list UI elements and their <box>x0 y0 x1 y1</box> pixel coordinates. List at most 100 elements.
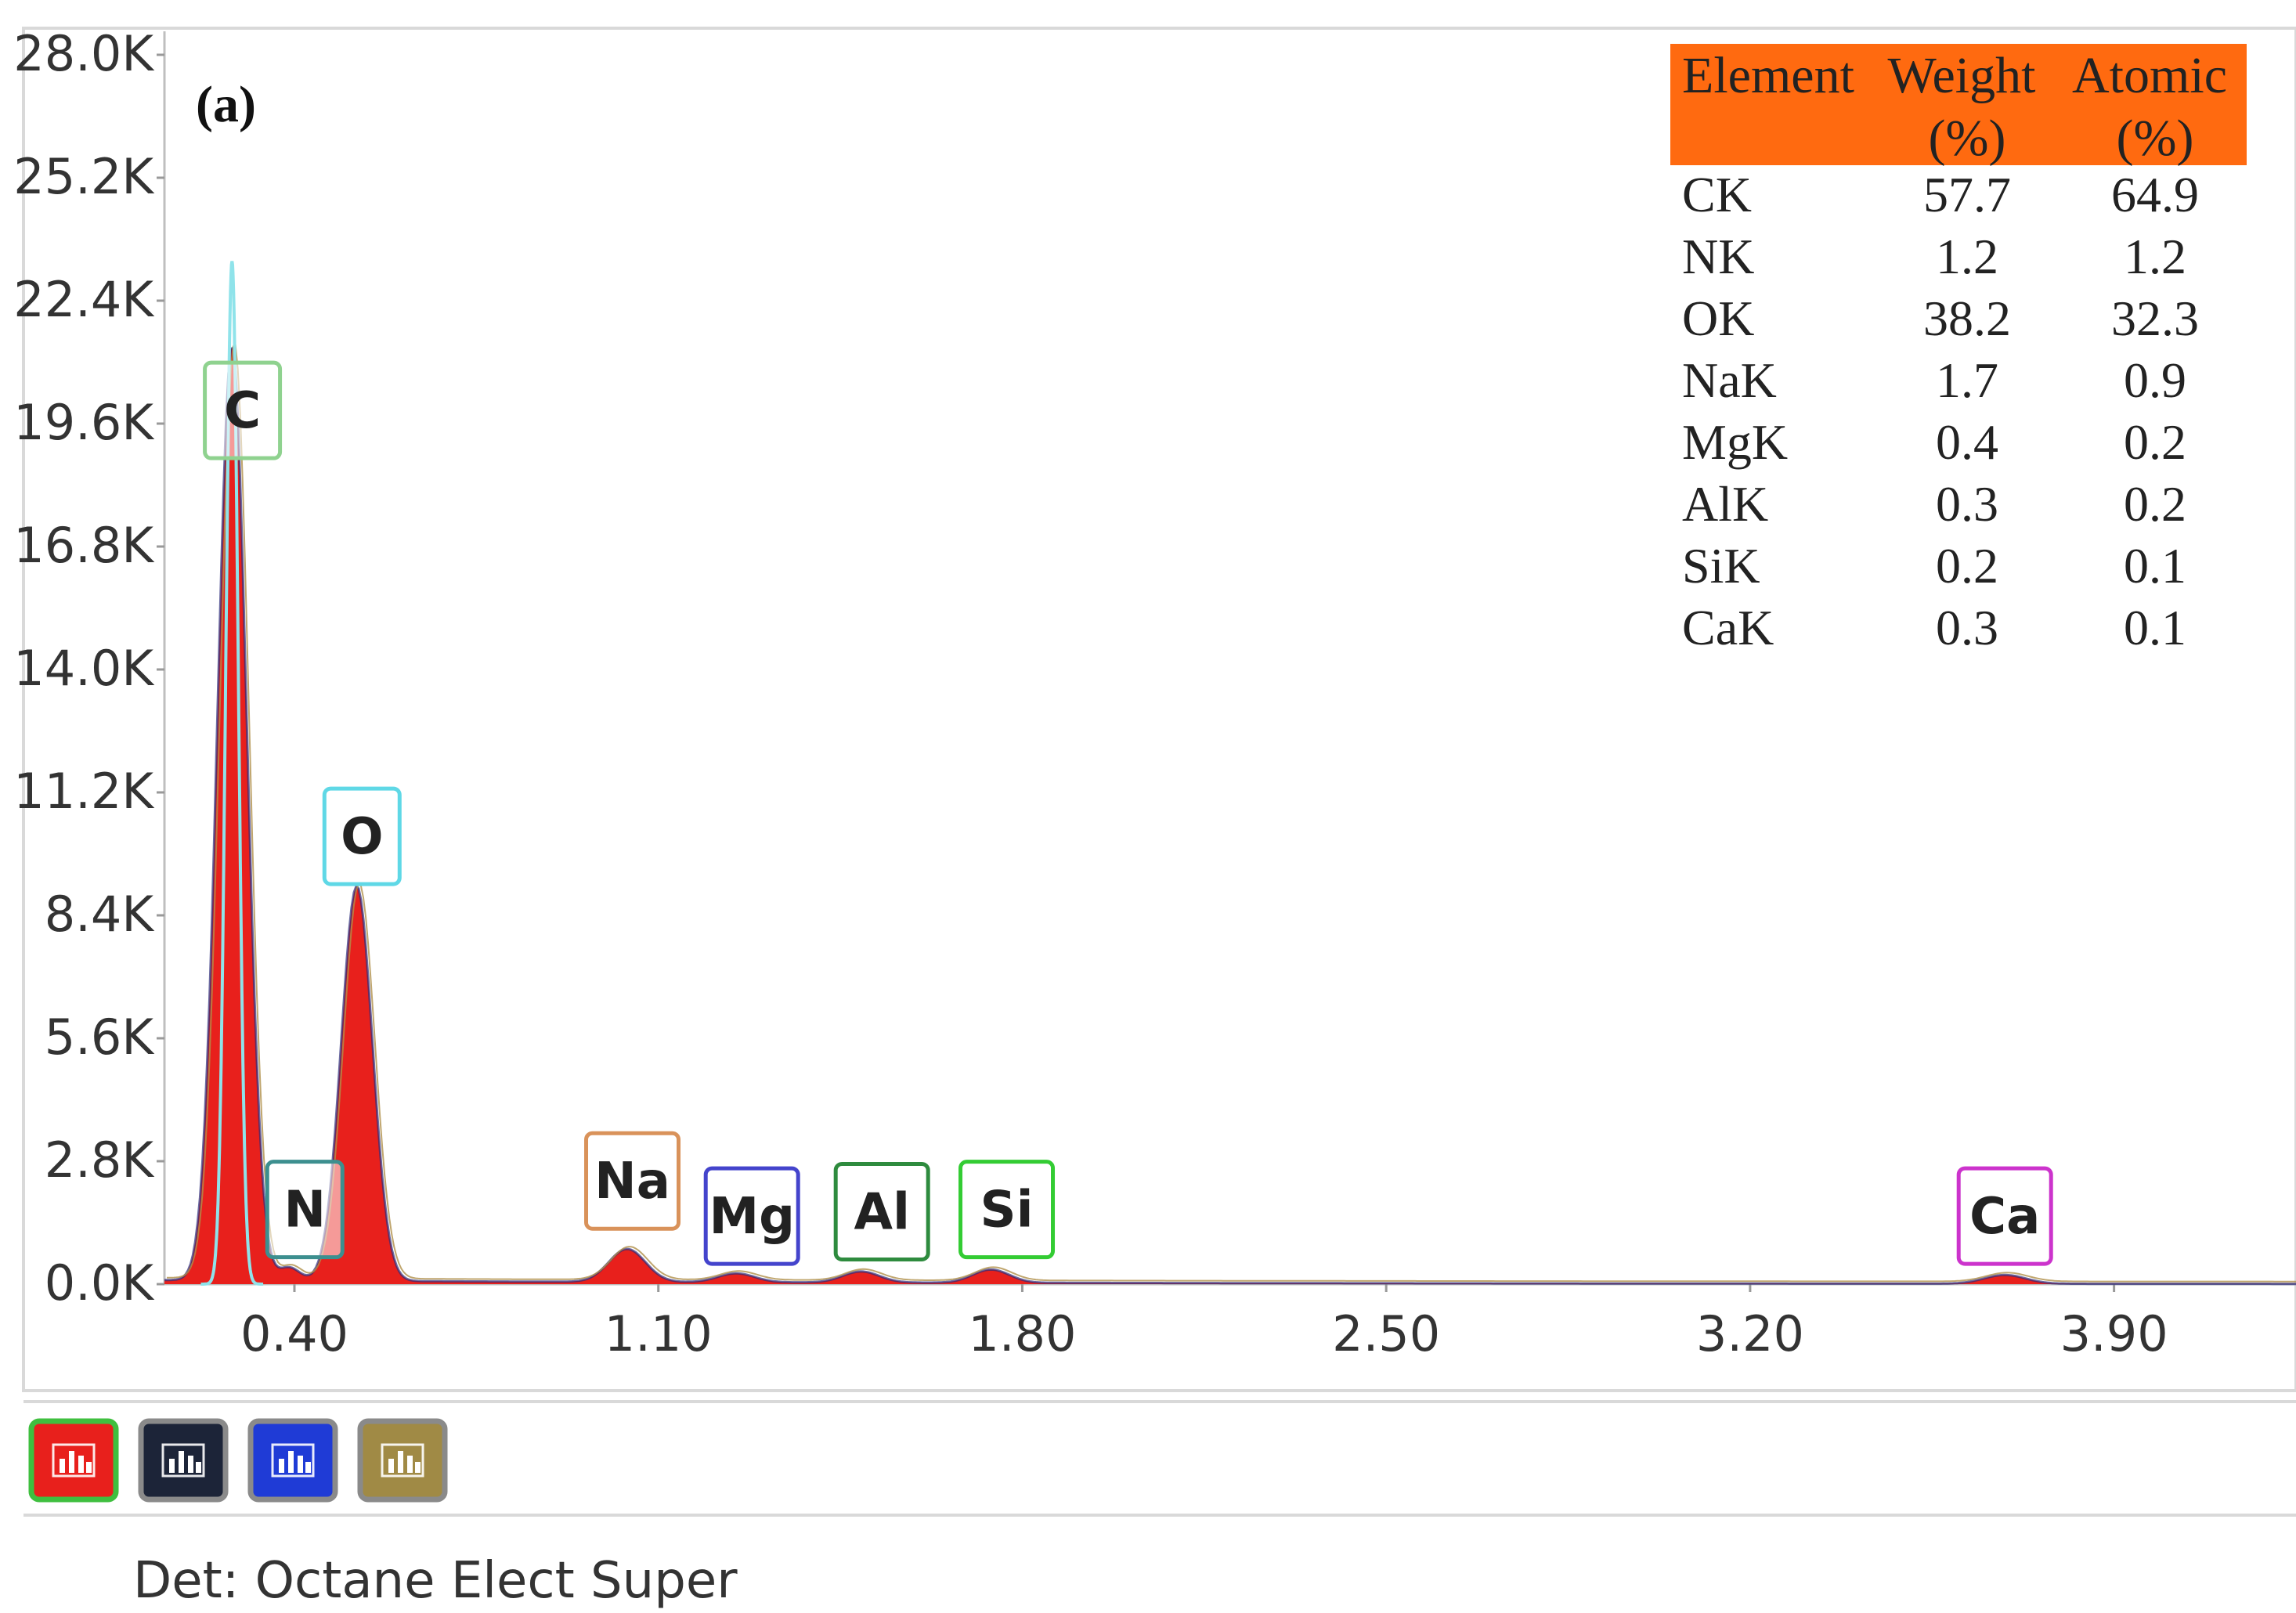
table-cell-atomic: 0.1 <box>2124 600 2186 655</box>
table-cell-atomic: 0.9 <box>2124 352 2186 408</box>
element-label-box <box>703 1166 800 1266</box>
y-tick-label: 19.6K <box>13 394 154 451</box>
icon-bar <box>298 1456 303 1473</box>
element-label-text: Mg <box>709 1188 795 1246</box>
icon-bar <box>60 1459 65 1473</box>
y-axis-ticks: 0.0K 2.8K 5.6K 8.4K 11.2K 14.0K 16.8K 19.6K 22.4… <box>13 25 164 1312</box>
table-cell-weight: 1.7 <box>1936 352 1998 408</box>
table-row: NaK 1.7 0.9 <box>1682 352 2186 408</box>
spectrum-blue-button[interactable] <box>247 1418 338 1503</box>
x-tick-label: 3.20 <box>1696 1305 1804 1362</box>
icon-bar <box>196 1462 201 1473</box>
element-label-text: N <box>283 1182 326 1240</box>
y-tick-label: 5.6K <box>45 1009 155 1066</box>
table-row: CK 57.7 64.9 <box>1682 167 2199 222</box>
element-label-box <box>322 786 402 886</box>
icon-bar <box>169 1459 175 1473</box>
y-tick-label: 16.8K <box>13 517 154 574</box>
element-label-mg: Mg <box>703 1166 800 1266</box>
icon-bar <box>86 1462 92 1473</box>
icon-bar <box>188 1456 193 1473</box>
spectrum-traces <box>164 261 2296 1286</box>
element-label-box <box>203 360 283 460</box>
element-label-box <box>958 1160 1056 1260</box>
icon-bar <box>398 1451 403 1473</box>
element-label-si: Si <box>958 1160 1056 1260</box>
icon-bar <box>407 1456 413 1473</box>
element-label-al: Al <box>833 1161 930 1261</box>
y-tick-label: 22.4K <box>13 271 154 328</box>
table-cell-atomic: 1.2 <box>2124 229 2186 284</box>
panel-label: (a) <box>196 76 256 133</box>
table-cell-element: SiK <box>1682 538 1760 594</box>
table-cell-element: CaK <box>1682 600 1774 655</box>
icon-frame <box>161 1443 205 1478</box>
table-cell-atomic: 64.9 <box>2111 167 2199 222</box>
table-cell-atomic: 32.3 <box>2111 290 2199 346</box>
element-peak-labels: C N O Na Mg Al Si Ca <box>203 360 2053 1266</box>
icon-frame <box>52 1443 96 1478</box>
icon-bar <box>69 1451 74 1473</box>
table-cell-element: CK <box>1682 167 1752 222</box>
bar-chart-icon <box>52 1443 96 1478</box>
spectrum-cyan-peak <box>200 261 264 1286</box>
table-cell-element: OK <box>1682 290 1754 346</box>
icon-frame <box>381 1443 424 1478</box>
spectrum-toolbar <box>28 1418 448 1503</box>
table-cell-atomic: 0.2 <box>2124 476 2186 532</box>
bar-chart-icon <box>381 1443 424 1478</box>
element-label-box <box>833 1161 930 1261</box>
icon-bar <box>288 1451 294 1473</box>
table-cell-weight: 0.4 <box>1936 414 1998 470</box>
table-row: OK 38.2 32.3 <box>1682 290 2199 346</box>
table-cell-atomic: 0.2 <box>2124 414 2186 470</box>
table-row: NK 1.2 1.2 <box>1682 229 2186 284</box>
table-header-cell: Weight <box>1888 47 2036 104</box>
x-tick-label: 1.80 <box>968 1305 1076 1362</box>
y-tick-label: 11.2K <box>13 763 154 820</box>
element-label-box <box>1956 1166 2053 1266</box>
table-cell-weight: 38.2 <box>1923 290 2011 346</box>
spectrum-black-button[interactable] <box>138 1418 229 1503</box>
table-row: CaK 0.3 0.1 <box>1682 600 2186 655</box>
table-header-cell: Atomic <box>2072 47 2227 104</box>
icon-bar <box>78 1456 84 1473</box>
element-label-box <box>265 1160 345 1260</box>
icon-bar <box>305 1462 311 1473</box>
y-tick-label: 8.4K <box>45 886 155 943</box>
bar-chart-icon <box>271 1443 315 1478</box>
table-row: AlK 0.3 0.2 <box>1682 476 2186 532</box>
x-tick-label: 3.90 <box>2060 1305 2168 1362</box>
table-header-unit: (%) <box>1929 110 2006 167</box>
table-header-unit: (%) <box>2117 110 2194 167</box>
x-tick-label: 0.40 <box>240 1305 348 1362</box>
table-cell-atomic: 0.1 <box>2124 538 2186 594</box>
table-cell-weight: 1.2 <box>1936 229 1998 284</box>
y-tick-label: 0.0K <box>45 1254 155 1312</box>
y-tick-label: 2.8K <box>45 1131 155 1189</box>
table-cell-weight: 0.2 <box>1936 538 1998 594</box>
y-tick-label: 14.0K <box>13 640 154 697</box>
table-row: SiK 0.2 0.1 <box>1682 538 2186 594</box>
element-label-box <box>584 1131 681 1231</box>
table-cell-element: MgK <box>1682 414 1788 470</box>
table-cell-weight: 0.3 <box>1936 600 1998 655</box>
table-cell-element: NK <box>1682 229 1754 284</box>
icon-bar <box>279 1459 284 1473</box>
spectrum-gold-button[interactable] <box>357 1418 448 1503</box>
element-label-text: C <box>224 382 261 440</box>
composition-table: Element Weight (%) Atomic (%) CK 57.7 64.9 NK 1.2… <box>1670 44 2247 655</box>
element-label-c: C <box>203 360 283 460</box>
spectrum-red-button[interactable] <box>28 1418 119 1503</box>
icon-bar <box>388 1459 394 1473</box>
element-label-text: Na <box>594 1153 670 1211</box>
bar-chart-icon <box>161 1443 205 1478</box>
element-label-na: Na <box>584 1131 681 1231</box>
detector-label: Det: Octane Elect Super <box>133 1552 738 1610</box>
spectrum-overlay-line <box>164 346 2296 1286</box>
plot-frame <box>22 27 2296 1392</box>
x-tick-label: 2.50 <box>1332 1305 1440 1362</box>
element-label-o: O <box>322 786 402 886</box>
y-tick-label: 25.2K <box>13 148 154 205</box>
